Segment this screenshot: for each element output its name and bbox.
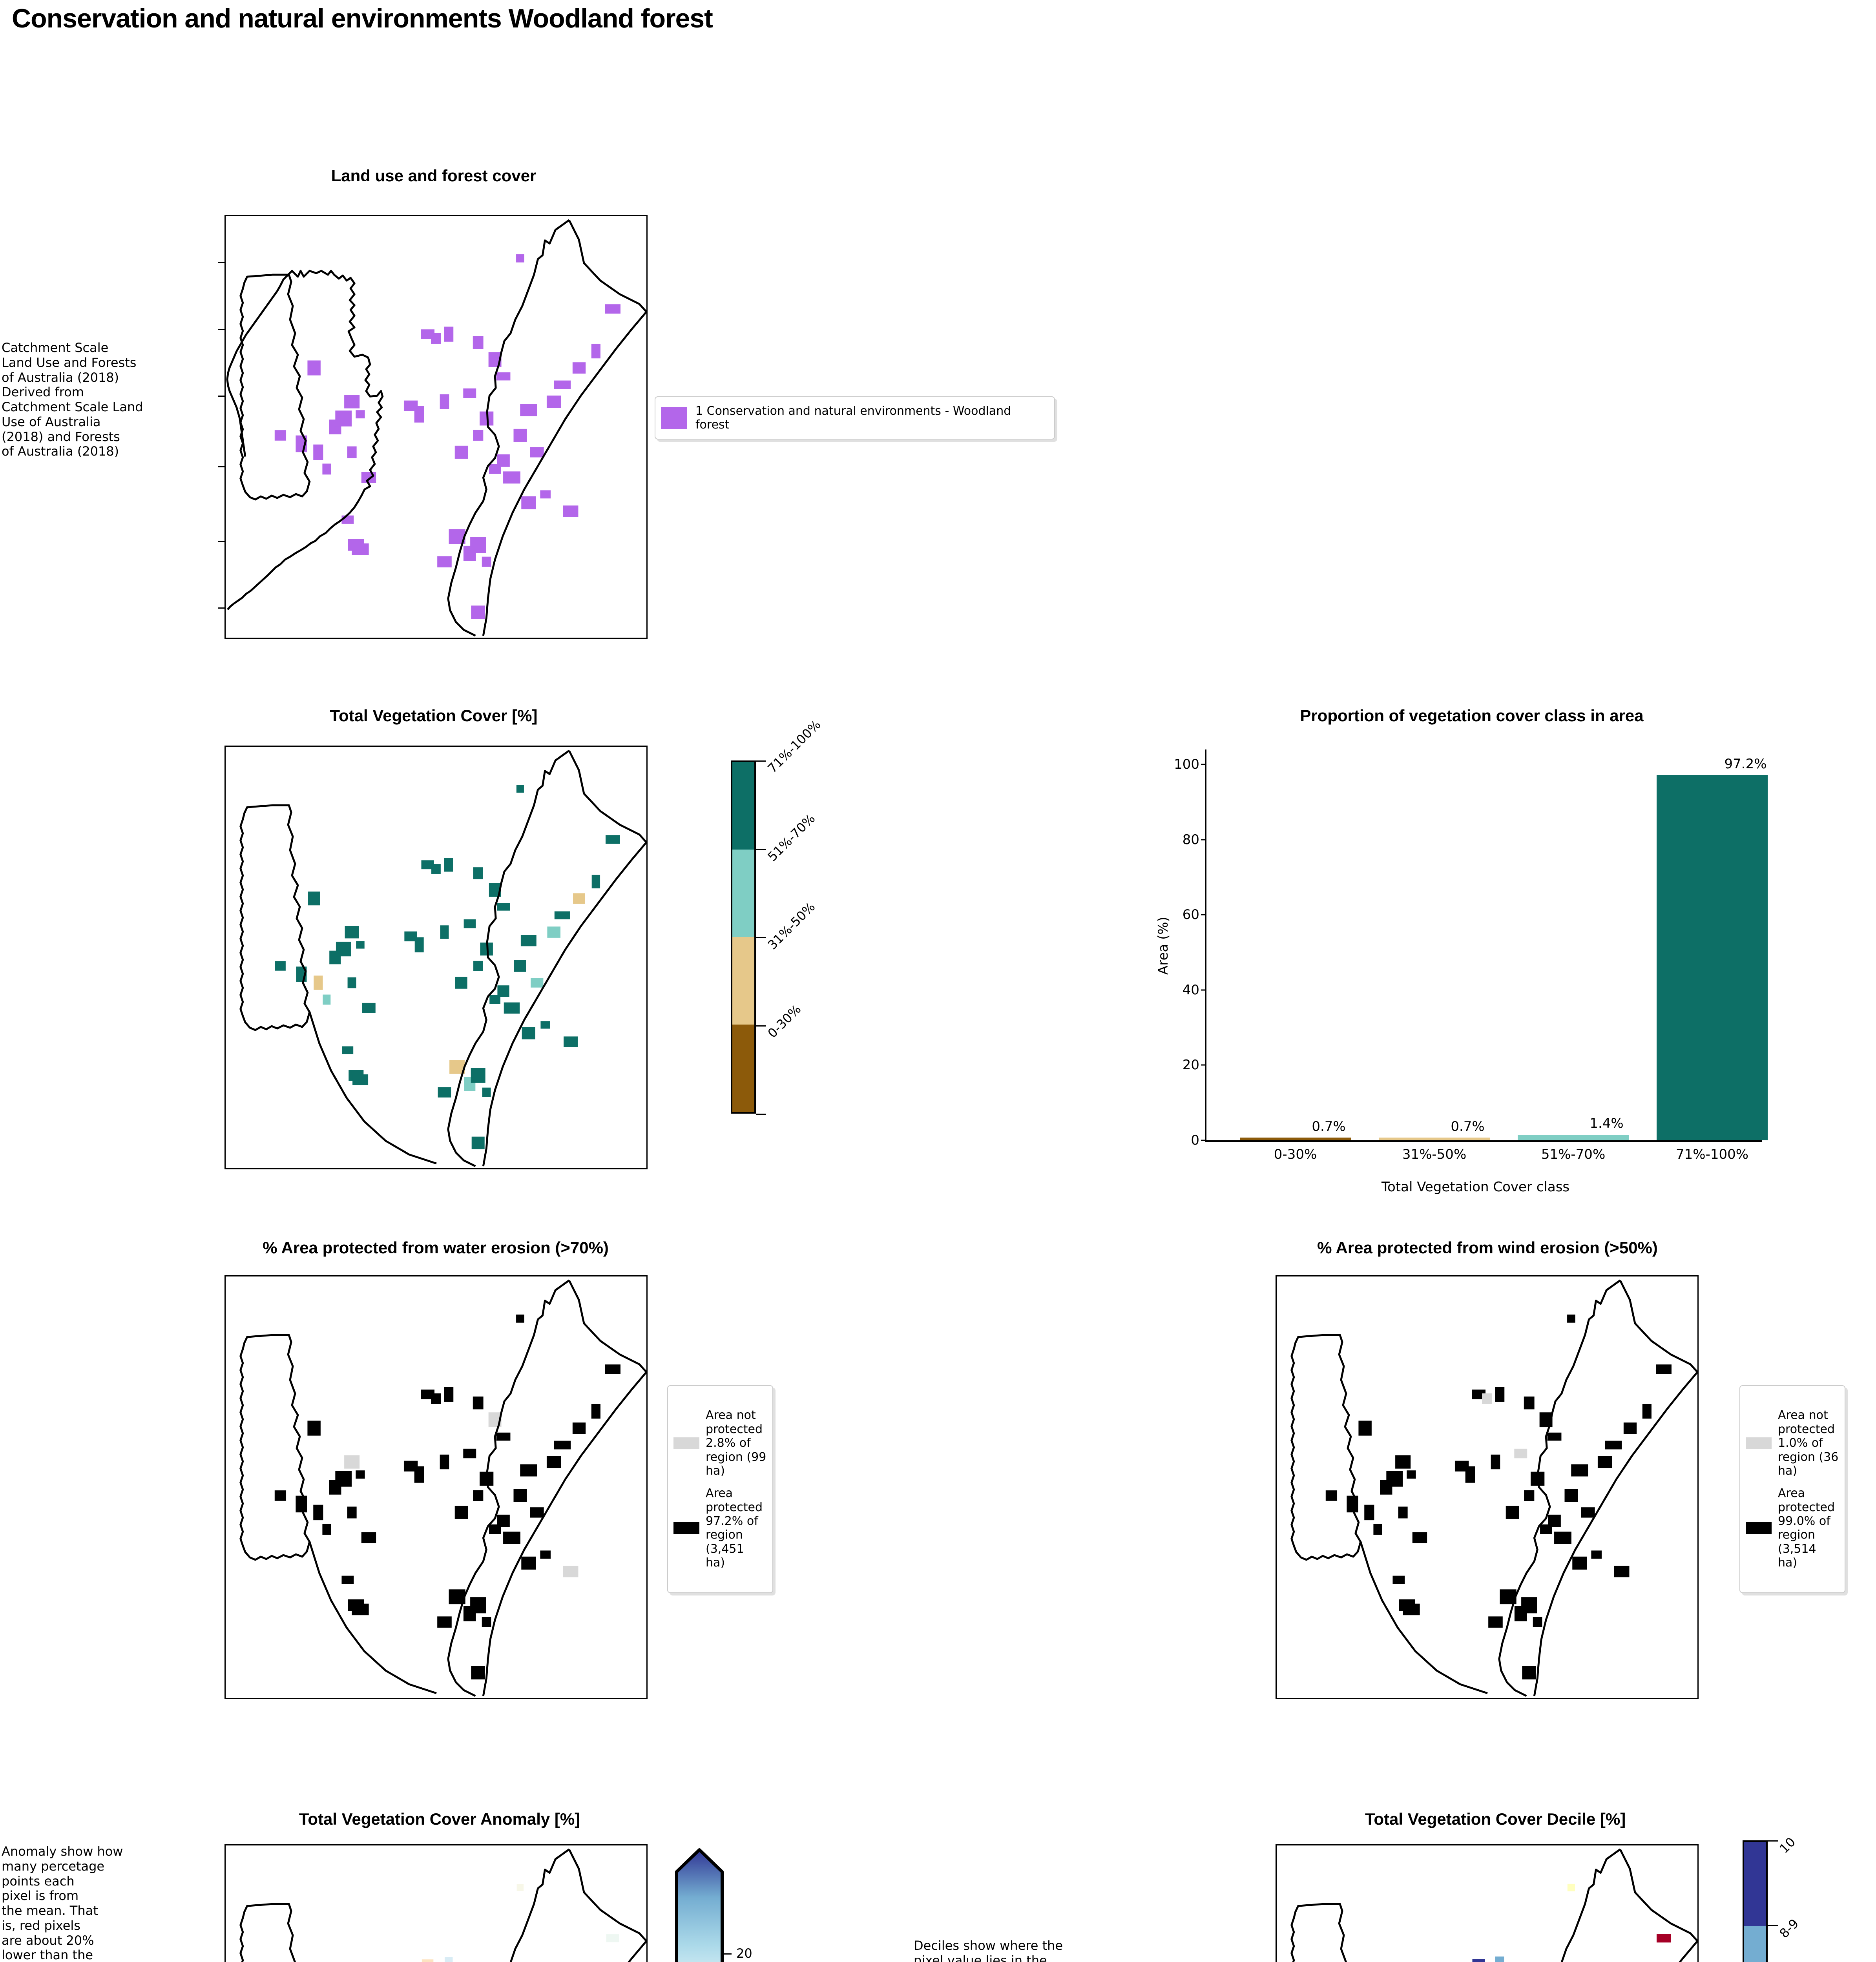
chart-plot-area: 0 20 40 60 80 100 0.7% 0.7% 1.4% 97.2% 0… bbox=[1174, 749, 1768, 1162]
not-protected-label: Area not protected 2.8% of region (99 ha… bbox=[706, 1408, 766, 1478]
chart-title: Proportion of vegetation cover class in … bbox=[1300, 706, 1644, 725]
decile-cb-label-8-9: 8-9 bbox=[1776, 1916, 1802, 1941]
anomaly-note: Anomaly show how many percetage points e… bbox=[2, 1844, 123, 1962]
xtick-51-70: 51%-70% bbox=[1541, 1147, 1606, 1162]
ytick-80: 80 bbox=[1182, 831, 1199, 848]
land-use-panel-title: Land use and forest cover bbox=[331, 166, 537, 185]
bar-31-50[interactable] bbox=[1378, 1138, 1490, 1140]
anomaly-panel-title: Total Vegetation Cover Anomaly [%] bbox=[299, 1810, 580, 1828]
land-use-legend[interactable]: 1 Conservation and natural environments … bbox=[655, 396, 1055, 439]
bar-51-70[interactable] bbox=[1517, 1135, 1629, 1140]
anomaly-tick-20: 20 bbox=[736, 1946, 752, 1961]
ytick-60: 60 bbox=[1182, 907, 1199, 923]
wind-erosion-map-svg bbox=[1290, 1279, 1697, 1697]
veg-cb-label-0: 0-30% bbox=[765, 1001, 804, 1041]
anomaly-map[interactable] bbox=[224, 1844, 648, 1962]
land-use-map[interactable] bbox=[224, 215, 648, 639]
land-use-map-svg bbox=[226, 219, 646, 637]
decile-colorbar-bar bbox=[1743, 1840, 1768, 1962]
xtick-0-30: 0-30% bbox=[1274, 1147, 1317, 1162]
bar-label-0-30: 0.7% bbox=[1312, 1119, 1346, 1135]
protected-label-wind: Area protected 99.0% of region (3,514 ha… bbox=[1778, 1486, 1835, 1570]
ytick-40: 40 bbox=[1182, 982, 1199, 998]
xtick-71-100: 71%-100% bbox=[1676, 1147, 1749, 1162]
ytick-100: 100 bbox=[1174, 757, 1199, 773]
veg-cover-map-svg bbox=[239, 749, 646, 1167]
not-protected-label-wind: Area not protected 1.0% of region (36 ha… bbox=[1778, 1408, 1839, 1478]
bar-label-31-50: 0.7% bbox=[1451, 1119, 1485, 1135]
legend-row-protected-wind: Area protected 99.0% of region (3,514 ha… bbox=[1746, 1486, 1839, 1570]
chart-ylabel: Area (%) bbox=[1155, 917, 1171, 975]
bar-71-100[interactable] bbox=[1656, 775, 1768, 1140]
decile-map-svg bbox=[1290, 1848, 1697, 1962]
veg-cb-label-3: 71%-100% bbox=[765, 717, 824, 776]
anomaly-colorbar: 20 10 0 -10 -20 bbox=[675, 1844, 808, 1962]
land-use-legend-swatch bbox=[661, 407, 687, 429]
wind-erosion-map[interactable] bbox=[1276, 1275, 1699, 1699]
veg-cover-colorbar: 71%-100% 51%-70% 31%-50% 0-30% bbox=[731, 717, 880, 1169]
decile-panel-title: Total Vegetation Cover Decile [%] bbox=[1365, 1810, 1626, 1828]
ytick-0: 0 bbox=[1191, 1132, 1199, 1148]
decile-cb-label-10: 10 bbox=[1776, 1834, 1799, 1856]
bar-label-71-100: 97.2% bbox=[1724, 756, 1767, 772]
xtick-31-50: 31%-50% bbox=[1402, 1147, 1467, 1162]
veg-cover-colorbar-bar bbox=[731, 760, 756, 1114]
land-use-note: Catchment Scale Land Use and Forests of … bbox=[2, 340, 143, 459]
chart-xlabel: Total Vegetation Cover class bbox=[1381, 1179, 1570, 1195]
legend-row-not-protected: Area not protected 2.8% of region (99 ha… bbox=[673, 1408, 767, 1478]
protected-label: Area protected 97.2% of region (3,451 ha… bbox=[706, 1486, 763, 1570]
bar-label-51-70: 1.4% bbox=[1589, 1116, 1624, 1132]
decile-note: Deciles show where the pixel value lies … bbox=[914, 1938, 1063, 1962]
veg-cb-label-1: 31%-50% bbox=[765, 899, 818, 953]
veg-cb-label-2: 51%-70% bbox=[765, 811, 818, 864]
wind-erosion-panel-title: % Area protected from wind erosion (>50%… bbox=[1317, 1238, 1658, 1257]
water-erosion-legend[interactable]: Area not protected 2.8% of region (99 ha… bbox=[667, 1385, 773, 1593]
water-erosion-map[interactable] bbox=[224, 1275, 648, 1699]
bar-0-30[interactable] bbox=[1239, 1138, 1351, 1140]
land-use-legend-label: 1 Conservation and natural environments … bbox=[695, 404, 1011, 432]
water-erosion-panel-title: % Area protected from water erosion (>70… bbox=[263, 1238, 609, 1257]
water-erosion-map-svg bbox=[239, 1279, 646, 1697]
veg-cover-map[interactable] bbox=[224, 746, 648, 1169]
decile-colorbar: 10 8-9 4-7 2-3 1 bbox=[1743, 1834, 1876, 1962]
legend-row-not-protected-wind: Area not protected 1.0% of region (36 ha… bbox=[1746, 1408, 1839, 1478]
legend-row-protected: Area protected 97.2% of region (3,451 ha… bbox=[673, 1486, 767, 1570]
land-use-map-ticks bbox=[218, 215, 224, 639]
decile-map[interactable] bbox=[1276, 1844, 1699, 1962]
not-protected-swatch bbox=[673, 1437, 699, 1449]
not-protected-swatch-wind bbox=[1746, 1437, 1772, 1449]
anomaly-map-svg bbox=[239, 1848, 646, 1962]
ytick-20: 20 bbox=[1182, 1057, 1199, 1073]
protected-swatch-wind bbox=[1746, 1522, 1772, 1534]
page-title: Conservation and natural environments Wo… bbox=[12, 4, 713, 33]
wind-erosion-legend[interactable]: Area not protected 1.0% of region (36 ha… bbox=[1739, 1385, 1845, 1593]
proportion-bar-chart: Proportion of vegetation cover class in … bbox=[1138, 706, 1805, 1213]
anomaly-colorbar-bar bbox=[675, 1848, 724, 1962]
veg-cover-panel-title: Total Vegetation Cover [%] bbox=[330, 706, 538, 725]
protected-swatch bbox=[673, 1522, 699, 1534]
